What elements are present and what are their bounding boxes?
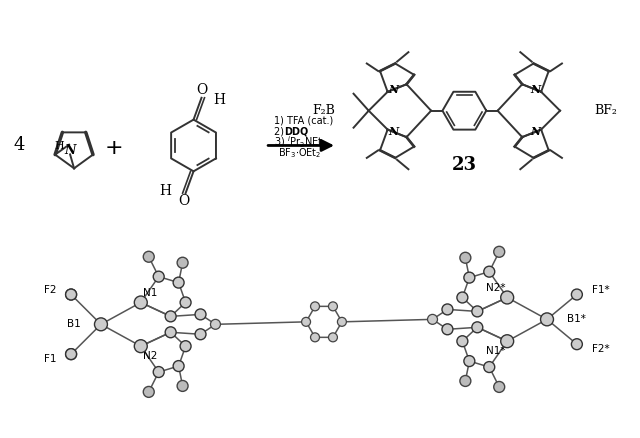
Circle shape <box>460 375 471 386</box>
Circle shape <box>211 319 220 329</box>
FancyArrowPatch shape <box>268 141 331 151</box>
Text: N2*: N2* <box>486 283 505 293</box>
Circle shape <box>484 266 495 277</box>
Circle shape <box>143 386 154 397</box>
Circle shape <box>500 291 514 304</box>
Circle shape <box>66 349 77 360</box>
Text: BF$_3$$\cdot$OEt$_2$: BF$_3$$\cdot$OEt$_2$ <box>278 147 322 160</box>
Circle shape <box>472 322 483 333</box>
Text: N: N <box>388 85 398 95</box>
Text: O: O <box>196 83 207 97</box>
Circle shape <box>541 313 554 326</box>
Circle shape <box>328 302 337 311</box>
Circle shape <box>180 341 191 352</box>
Text: F2: F2 <box>44 285 56 294</box>
Text: H: H <box>54 141 64 152</box>
Text: BF₂: BF₂ <box>594 104 617 117</box>
Circle shape <box>572 289 582 300</box>
Circle shape <box>301 318 310 326</box>
Text: N: N <box>65 144 76 157</box>
Circle shape <box>328 333 337 342</box>
Circle shape <box>572 339 582 350</box>
Circle shape <box>173 360 184 371</box>
Circle shape <box>442 324 453 335</box>
Circle shape <box>134 296 147 309</box>
Circle shape <box>464 356 475 367</box>
Circle shape <box>173 277 184 288</box>
Text: DDQ: DDQ <box>284 127 308 137</box>
Circle shape <box>310 302 319 311</box>
Circle shape <box>442 304 453 315</box>
Circle shape <box>195 309 206 320</box>
Text: 3) $^i$Pr$_2$NEt: 3) $^i$Pr$_2$NEt <box>274 135 323 150</box>
Circle shape <box>460 252 471 263</box>
Text: F₂B: F₂B <box>312 104 335 117</box>
Text: F1: F1 <box>44 354 56 364</box>
Text: F1*: F1* <box>592 285 609 294</box>
Text: B1: B1 <box>67 319 81 329</box>
Text: N1: N1 <box>143 287 157 297</box>
Circle shape <box>464 272 475 283</box>
Circle shape <box>310 333 319 342</box>
Circle shape <box>95 318 108 331</box>
Circle shape <box>457 336 468 347</box>
Circle shape <box>472 306 483 317</box>
Text: N2: N2 <box>143 351 157 361</box>
Circle shape <box>165 311 176 322</box>
Text: F2*: F2* <box>592 344 609 354</box>
Circle shape <box>195 329 206 340</box>
Text: 2): 2) <box>274 127 287 137</box>
Text: 23: 23 <box>452 156 477 174</box>
Circle shape <box>484 362 495 373</box>
Circle shape <box>493 246 505 257</box>
Text: N: N <box>388 126 398 137</box>
Circle shape <box>493 381 505 392</box>
Circle shape <box>66 349 77 360</box>
Circle shape <box>153 367 164 378</box>
Circle shape <box>143 251 154 262</box>
Circle shape <box>428 314 438 324</box>
Text: 1) TFA (cat.): 1) TFA (cat.) <box>274 116 333 126</box>
Text: N: N <box>531 85 541 95</box>
Circle shape <box>177 381 188 392</box>
Circle shape <box>500 335 514 348</box>
Text: H: H <box>213 93 225 107</box>
Text: +: + <box>104 138 124 159</box>
Text: N1*: N1* <box>486 346 505 356</box>
Circle shape <box>134 340 147 353</box>
Text: 4: 4 <box>13 137 25 155</box>
Circle shape <box>165 327 176 338</box>
Circle shape <box>457 292 468 303</box>
Circle shape <box>153 271 164 282</box>
Text: H: H <box>159 184 172 198</box>
Text: O: O <box>178 194 189 208</box>
Circle shape <box>177 257 188 268</box>
Text: N: N <box>531 126 541 137</box>
Circle shape <box>180 297 191 308</box>
Circle shape <box>66 289 77 300</box>
Circle shape <box>66 289 77 300</box>
Text: B1*: B1* <box>567 314 586 325</box>
Circle shape <box>337 318 346 326</box>
